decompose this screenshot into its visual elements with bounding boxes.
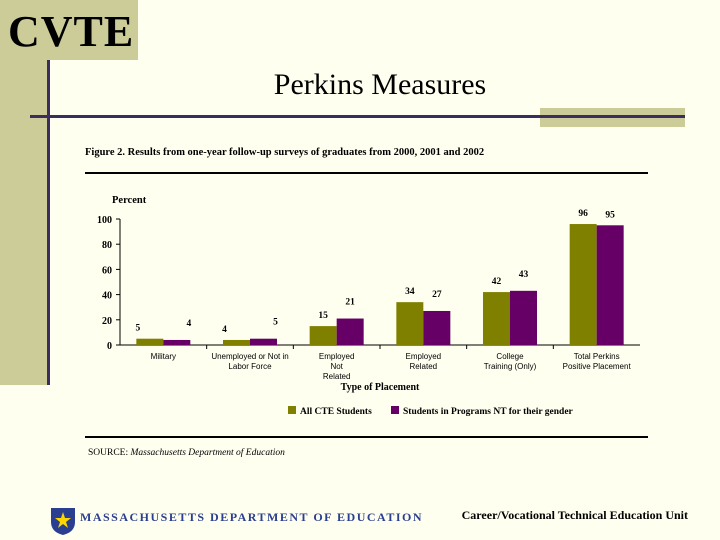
bar [336,318,364,345]
legend-swatch [391,406,399,414]
bar [250,338,277,345]
bar [483,292,510,345]
legend-entry: Students in Programs NT for their gender [403,407,574,417]
data-label: 95 [605,210,615,220]
y-tick-label: 100 [97,215,112,226]
x-tick-label: Employed Not Related [319,352,355,381]
logo-box: CVTE [0,0,138,60]
y-tick-label: 40 [102,291,112,302]
y-axis-label: Percent [112,195,147,206]
data-label: 5 [273,318,278,328]
data-label: 43 [519,270,529,280]
data-label: 42 [492,277,502,287]
y-tick-label: 80 [102,240,112,251]
state-seal-icon [51,508,75,535]
data-label: 15 [318,311,328,321]
bar [309,326,337,345]
x-tick-label: College Training (Only) [484,352,537,371]
bar [163,339,191,345]
bar [223,339,250,345]
left-decor-bar [0,60,50,385]
figure-title: Figure 2. Results from one-year follow-u… [85,147,484,158]
bar [510,290,537,345]
data-label: 4 [186,319,191,329]
slide-title: Perkins Measures [273,68,487,101]
logo-text: CVTE [8,7,135,56]
y-tick-label: 20 [102,316,112,327]
footer-department: MASSACHUSETTS DEPARTMENT OF EDUCATION [80,510,424,524]
bar [569,224,597,345]
bar [423,310,451,345]
legend-swatch [288,406,296,414]
data-label: 21 [345,298,355,308]
bar [596,225,624,345]
x-tick-label: Military [151,352,176,361]
x-tick-label: Total Perkins Positive Placement [563,352,632,371]
x-tick-label: Unemployed or Not in Labor Force [211,352,288,371]
data-label: 34 [405,287,415,297]
legend-entry: All CTE Students [300,407,372,417]
bar [136,338,164,345]
x-tick-label: Employed Related [406,352,442,371]
source-note: SOURCE: Massachusetts Department of Educ… [88,447,285,458]
bar-chart: Figure 2. Results from one-year follow-u… [85,147,648,458]
footer-unit: Career/Vocational Technical Education Un… [461,508,688,522]
bar [396,302,424,345]
y-tick-label: 0 [107,341,112,352]
data-label: 5 [135,324,140,334]
data-label: 27 [432,290,442,300]
title-divider [30,115,685,118]
x-axis-label: Type of Placement [341,382,420,393]
y-tick-label: 60 [102,265,112,276]
data-label: 4 [222,325,227,335]
data-label: 96 [578,209,588,219]
